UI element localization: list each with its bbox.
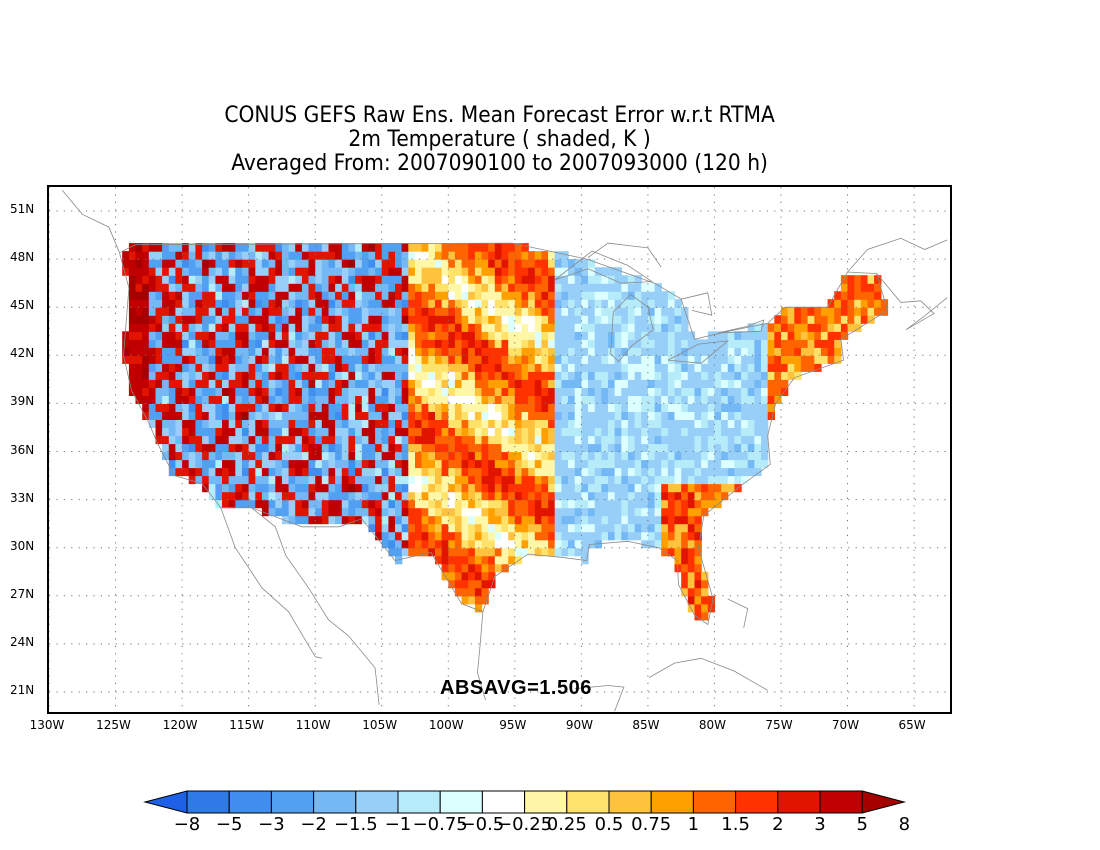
colorbar-swatch bbox=[777, 790, 821, 814]
colorbar-swatch bbox=[481, 790, 526, 814]
lat-tick-label: 30N bbox=[10, 538, 35, 553]
title-line-1: CONUS GEFS Raw Ens. Mean Forecast Error … bbox=[224, 103, 775, 128]
colorbar-tick-label: 5 bbox=[856, 814, 868, 835]
colorbar-swatch bbox=[270, 790, 315, 814]
lat-tick-label: 45N bbox=[10, 298, 35, 313]
map-canvas bbox=[49, 187, 950, 712]
colorbar-swatch bbox=[608, 790, 652, 814]
colorbar-tick-label: 1.5 bbox=[721, 814, 750, 835]
colorbar-swatch bbox=[313, 790, 357, 814]
colorbar-tick-label: −3 bbox=[258, 814, 285, 835]
colorbar-arrow-high bbox=[861, 790, 907, 814]
lat-tick-label: 42N bbox=[10, 346, 35, 361]
title-line-2: 2m Temperature ( shaded, K ) bbox=[348, 127, 651, 152]
colorbar-arrow-low bbox=[143, 790, 188, 814]
lat-tick-label: 27N bbox=[10, 586, 35, 601]
lat-tick-label: 39N bbox=[10, 394, 35, 409]
lon-tick-label: 130W bbox=[29, 718, 65, 732]
colorbar-tick-label: 0.75 bbox=[631, 814, 672, 835]
lon-tick-label: 110W bbox=[295, 718, 331, 732]
colorbar-swatch bbox=[735, 790, 779, 814]
colorbar-swatch bbox=[439, 790, 483, 814]
lon-tick-label: 70W bbox=[831, 718, 860, 732]
lon-tick-label: 95W bbox=[499, 718, 527, 732]
lon-tick-label: 65W bbox=[898, 718, 926, 732]
temperature-error-shading bbox=[122, 243, 889, 621]
lat-tick-label: 21N bbox=[10, 683, 35, 697]
lat-tick-label: 48N bbox=[10, 250, 35, 265]
colorbar-tick-label: 8 bbox=[898, 814, 911, 835]
colorbar-tick-label: 0.25 bbox=[546, 814, 587, 835]
colorbar-swatch bbox=[566, 790, 610, 814]
colorbar-tick-label: 1 bbox=[687, 814, 700, 835]
lon-tick-label: 100W bbox=[428, 718, 464, 732]
colorbar-tick-label: −0.75 bbox=[412, 814, 468, 835]
colorbar-tick-label: −8 bbox=[173, 814, 201, 835]
colorbar-swatch bbox=[692, 790, 737, 814]
lon-tick-label: 115W bbox=[229, 718, 264, 732]
title-line-3: Averaged From: 2007090100 to 2007093000 … bbox=[231, 151, 768, 176]
lat-tick-label: 51N bbox=[10, 202, 35, 216]
colorbar-tick-label: −0.25 bbox=[497, 814, 553, 835]
colorbar-swatch bbox=[228, 790, 272, 814]
lon-tick-label: 105W bbox=[362, 718, 398, 732]
colorbar-tick-label: −1 bbox=[384, 814, 412, 835]
lat-tick-label: 33N bbox=[10, 490, 35, 505]
colorbar-swatch bbox=[650, 790, 694, 814]
lon-tick-label: 125W bbox=[96, 718, 131, 732]
colorbar-tick-label: 3 bbox=[814, 814, 826, 835]
colorbar bbox=[143, 790, 907, 814]
lat-tick-label: 36N bbox=[10, 442, 35, 457]
colorbar-tick-label: −1.5 bbox=[333, 814, 378, 835]
lon-tick-label: 90W bbox=[565, 718, 593, 732]
lon-tick-label: 85W bbox=[632, 718, 660, 732]
colorbar-tick-label: −0.5 bbox=[460, 814, 505, 835]
lon-tick-label: 80W bbox=[698, 718, 726, 732]
colorbar-tick-label: 0.5 bbox=[594, 814, 624, 835]
absavg-annotation: ABSAVG=1.506 bbox=[440, 677, 592, 699]
colorbar-swatch bbox=[524, 790, 568, 814]
graticule bbox=[49, 187, 950, 712]
coastline bbox=[61, 189, 948, 712]
lat-tick-label: 24N bbox=[10, 634, 35, 649]
colorbar-swatch bbox=[397, 790, 441, 814]
colorbar-tick-label: −2 bbox=[300, 814, 327, 835]
colorbar-tick-label: −5 bbox=[215, 814, 243, 835]
colorbar-swatch bbox=[819, 790, 863, 814]
colorbar-swatch bbox=[355, 790, 399, 814]
lon-tick-label: 120W bbox=[162, 718, 198, 732]
colorbar-swatch bbox=[186, 790, 230, 814]
lon-tick-label: 75W bbox=[765, 718, 793, 732]
map-panel bbox=[47, 185, 952, 714]
colorbar-tick-label: 2 bbox=[772, 814, 784, 835]
